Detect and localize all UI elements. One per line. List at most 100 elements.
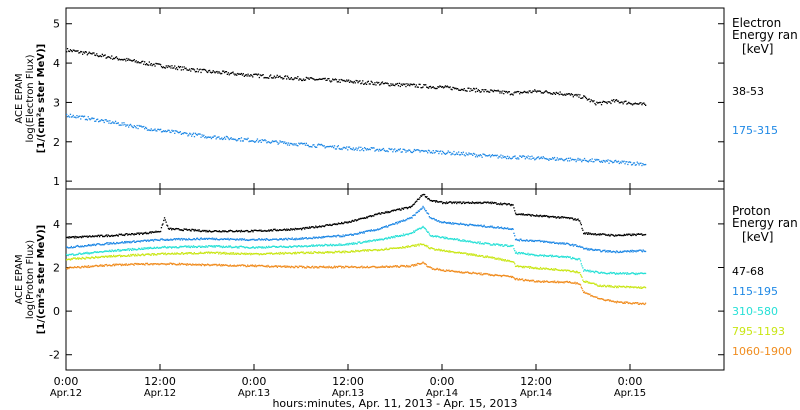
- data-point: [118, 263, 120, 265]
- data-point: [297, 252, 300, 254]
- data-point: [358, 250, 360, 253]
- data-point: [356, 267, 358, 269]
- data-point: [531, 253, 533, 255]
- data-point: [265, 239, 267, 241]
- data-point: [285, 246, 287, 248]
- data-point: [254, 264, 257, 266]
- data-point: [77, 244, 79, 247]
- data-point: [414, 214, 416, 216]
- data-point: [402, 246, 404, 248]
- data-point: [346, 79, 348, 81]
- data-point: [488, 154, 490, 157]
- data-point: [398, 208, 401, 210]
- data-point: [180, 69, 182, 71]
- data-point: [579, 220, 581, 222]
- data-point: [129, 248, 131, 250]
- data-point: [162, 239, 164, 241]
- data-point: [449, 237, 452, 240]
- data-point: [552, 269, 554, 271]
- data-point: [143, 63, 145, 65]
- data-point: [403, 234, 405, 237]
- data-point: [250, 140, 252, 142]
- data-point: [452, 153, 454, 155]
- data-point: [401, 151, 403, 153]
- data-point: [488, 243, 490, 245]
- data-point: [372, 239, 374, 242]
- data-point: [232, 246, 234, 248]
- data-point: [271, 77, 274, 79]
- data-point: [263, 253, 265, 255]
- data-point: [366, 216, 368, 218]
- data-point: [463, 202, 466, 205]
- data-point: [576, 159, 578, 161]
- data-point: [289, 245, 291, 247]
- data-point: [445, 86, 448, 88]
- data-point: [149, 247, 151, 249]
- data-point: [424, 150, 426, 152]
- data-point: [608, 162, 610, 164]
- data-point: [441, 153, 443, 155]
- data-point: [382, 266, 384, 268]
- data-point: [604, 300, 607, 302]
- data-point: [190, 133, 192, 135]
- data-point: [149, 239, 152, 241]
- data-point: [434, 151, 436, 154]
- data-point: [102, 255, 105, 258]
- data-point: [317, 237, 319, 239]
- data-point: [610, 271, 612, 274]
- data-point: [219, 231, 221, 233]
- data-point: [309, 237, 311, 239]
- data-point: [590, 99, 592, 101]
- data-point: [550, 268, 553, 270]
- data-point: [369, 239, 371, 242]
- data-point: [337, 265, 340, 267]
- data-point: [253, 229, 255, 232]
- data-point: [140, 263, 142, 265]
- data-point: [373, 230, 376, 232]
- data-point: [85, 118, 87, 120]
- data-point: [281, 246, 283, 248]
- data-point: [564, 159, 566, 161]
- data-point: [605, 250, 607, 253]
- data-point: [357, 249, 359, 252]
- data-point: [345, 251, 347, 253]
- data-point: [395, 235, 397, 237]
- data-point: [199, 230, 201, 232]
- data-point: [393, 223, 395, 225]
- data-point: [535, 266, 537, 269]
- data-point: [498, 244, 500, 247]
- data-point: [333, 244, 335, 246]
- data-point: [425, 196, 427, 199]
- data-point: [296, 144, 298, 147]
- data-point: [563, 94, 565, 96]
- data-point: [153, 253, 155, 255]
- data-point: [329, 80, 331, 82]
- data-point: [362, 241, 364, 244]
- data-point: [127, 264, 129, 266]
- data-point: [102, 265, 104, 267]
- data-point: [262, 74, 264, 76]
- data-point: [492, 155, 495, 157]
- data-point: [445, 236, 448, 239]
- data-point: [586, 292, 588, 294]
- data-point: [254, 229, 256, 231]
- data-point: [214, 135, 216, 137]
- data-point: [351, 265, 353, 267]
- data-point: [599, 161, 602, 163]
- data-point: [632, 162, 635, 164]
- data-point: [298, 79, 300, 81]
- data-point: [207, 71, 209, 74]
- data-point: [187, 69, 189, 71]
- data-point: [465, 241, 467, 243]
- data-point: [206, 237, 208, 240]
- data-point: [168, 228, 170, 230]
- data-point: [82, 245, 84, 248]
- data-point: [495, 90, 497, 92]
- data-point: [237, 230, 239, 232]
- data-point: [201, 245, 203, 247]
- data-point: [492, 244, 494, 246]
- data-point: [456, 88, 458, 90]
- data-point: [111, 122, 113, 124]
- data-point: [331, 224, 333, 226]
- data-point: [94, 265, 96, 267]
